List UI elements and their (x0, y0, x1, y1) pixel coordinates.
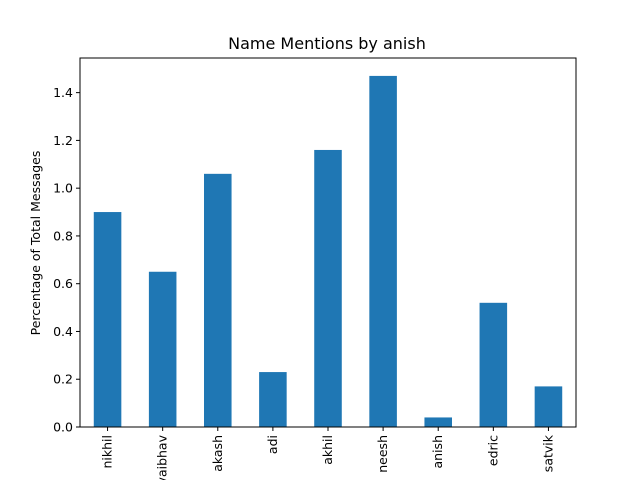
x-tick-label: akhil (320, 435, 335, 465)
bars-group (93, 75, 563, 427)
y-ticks-group: 0.0 0.2 0.4 0.6 0.8 1.0 1.2 1.4 (53, 85, 80, 435)
x-tick-label: akash (210, 435, 225, 472)
chart-title: Name Mentions by anish (228, 34, 426, 53)
bar-akash (204, 173, 232, 427)
bar-satvik (534, 386, 563, 427)
bar-edric (479, 302, 508, 427)
x-tick-label: edric (485, 435, 500, 466)
y-tick-label: 0.4 (53, 324, 73, 339)
y-tick-label: 0.6 (53, 276, 73, 291)
y-tick-label: 1.4 (53, 85, 73, 100)
bar-akhil (314, 149, 342, 427)
bar-vaibhav (148, 271, 177, 427)
y-tick-label: 0.8 (53, 228, 73, 243)
x-tick-label: neesh (375, 435, 390, 473)
y-tick-label: 0.2 (53, 372, 73, 387)
y-tick-label: 1.0 (53, 181, 73, 196)
x-tick-label: anish (430, 435, 445, 469)
x-tick-label: nikhil (100, 435, 115, 469)
bar-nikhil (93, 212, 122, 427)
y-tick-label: 1.2 (53, 133, 73, 148)
plot-frame (79, 57, 577, 428)
bar-adi (259, 372, 287, 427)
bar-neesh (369, 75, 397, 427)
x-ticks-group: nikhil vaibhav akash adi akhil neesh anish edri… (100, 427, 555, 480)
x-tick-label: adi (265, 435, 280, 454)
x-tick-label: vaibhav (155, 434, 170, 480)
x-tick-label: satvik (540, 434, 555, 472)
bar-anish (424, 417, 452, 427)
y-tick-label: 0.0 (53, 420, 73, 435)
y-axis-label: Percentage of Total Messages (28, 151, 43, 336)
